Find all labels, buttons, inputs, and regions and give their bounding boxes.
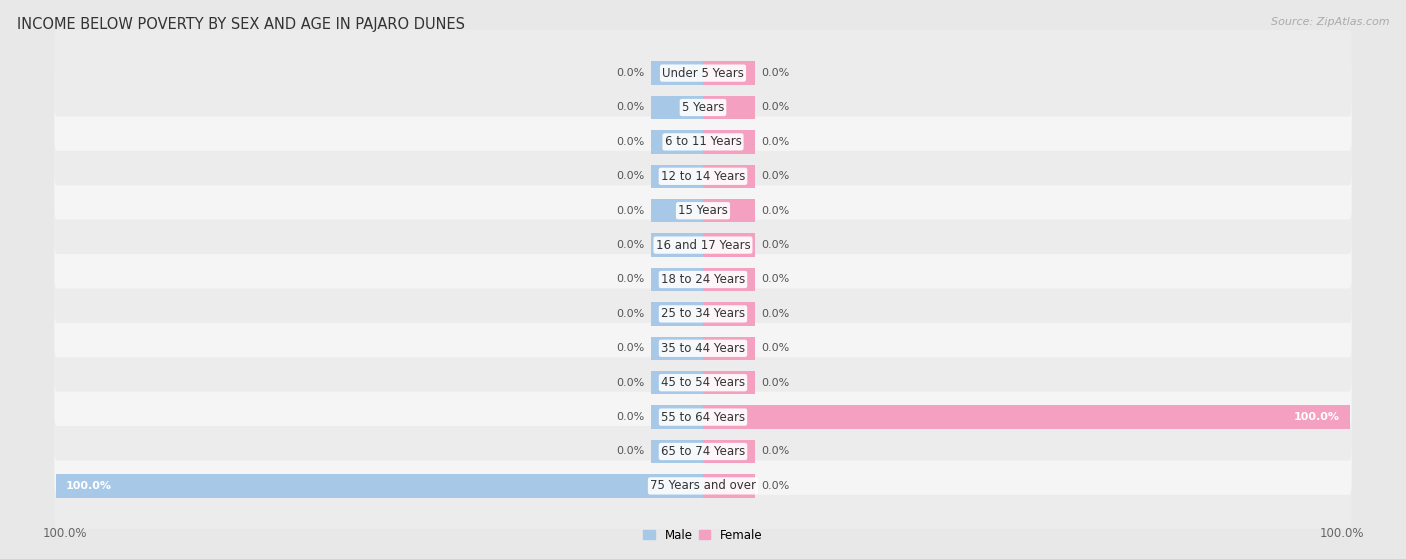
Bar — [651, 268, 703, 291]
Bar — [651, 199, 703, 222]
Bar — [703, 268, 755, 291]
Bar — [651, 61, 703, 85]
Text: 0.0%: 0.0% — [761, 378, 789, 388]
Text: 100.0%: 100.0% — [42, 527, 87, 541]
Text: 0.0%: 0.0% — [761, 102, 789, 112]
Text: 0.0%: 0.0% — [617, 309, 645, 319]
Text: 0.0%: 0.0% — [761, 343, 789, 353]
Bar — [703, 199, 755, 222]
Text: 0.0%: 0.0% — [617, 343, 645, 353]
Text: 6 to 11 Years: 6 to 11 Years — [665, 135, 741, 148]
FancyBboxPatch shape — [55, 30, 1351, 116]
Text: 0.0%: 0.0% — [761, 171, 789, 181]
FancyBboxPatch shape — [55, 374, 1351, 461]
Bar — [703, 130, 755, 154]
Text: 0.0%: 0.0% — [761, 206, 789, 216]
Text: 0.0%: 0.0% — [761, 137, 789, 147]
Bar — [651, 234, 703, 257]
Text: 100.0%: 100.0% — [1294, 412, 1340, 422]
Text: 0.0%: 0.0% — [617, 412, 645, 422]
Text: 45 to 54 Years: 45 to 54 Years — [661, 376, 745, 389]
Bar — [651, 130, 703, 154]
Text: 16 and 17 Years: 16 and 17 Years — [655, 239, 751, 252]
Text: Source: ZipAtlas.com: Source: ZipAtlas.com — [1271, 17, 1389, 27]
Text: 0.0%: 0.0% — [617, 447, 645, 457]
FancyBboxPatch shape — [55, 64, 1351, 151]
FancyBboxPatch shape — [55, 202, 1351, 288]
Legend: Male, Female: Male, Female — [644, 529, 762, 542]
FancyBboxPatch shape — [55, 133, 1351, 220]
Text: 0.0%: 0.0% — [617, 378, 645, 388]
Text: 0.0%: 0.0% — [617, 137, 645, 147]
FancyBboxPatch shape — [55, 167, 1351, 254]
Text: 0.0%: 0.0% — [761, 447, 789, 457]
Text: INCOME BELOW POVERTY BY SEX AND AGE IN PAJARO DUNES: INCOME BELOW POVERTY BY SEX AND AGE IN P… — [17, 17, 465, 32]
Bar — [703, 405, 1350, 429]
Bar — [651, 302, 703, 325]
FancyBboxPatch shape — [55, 408, 1351, 495]
Text: 25 to 34 Years: 25 to 34 Years — [661, 307, 745, 320]
Bar — [56, 474, 703, 498]
Bar — [651, 164, 703, 188]
Text: 0.0%: 0.0% — [617, 68, 645, 78]
Text: 0.0%: 0.0% — [617, 206, 645, 216]
Text: 18 to 24 Years: 18 to 24 Years — [661, 273, 745, 286]
FancyBboxPatch shape — [55, 98, 1351, 185]
Text: 15 Years: 15 Years — [678, 204, 728, 217]
FancyBboxPatch shape — [55, 236, 1351, 323]
Bar — [703, 234, 755, 257]
Bar — [703, 440, 755, 463]
Bar — [651, 440, 703, 463]
Bar — [651, 405, 703, 429]
Text: 0.0%: 0.0% — [761, 309, 789, 319]
FancyBboxPatch shape — [55, 305, 1351, 392]
Text: 0.0%: 0.0% — [761, 68, 789, 78]
Bar — [703, 302, 755, 325]
Text: 5 Years: 5 Years — [682, 101, 724, 114]
Bar — [703, 164, 755, 188]
FancyBboxPatch shape — [55, 339, 1351, 426]
Text: 55 to 64 Years: 55 to 64 Years — [661, 411, 745, 424]
Text: 12 to 14 Years: 12 to 14 Years — [661, 170, 745, 183]
Text: 0.0%: 0.0% — [761, 240, 789, 250]
Text: 35 to 44 Years: 35 to 44 Years — [661, 342, 745, 355]
Text: 0.0%: 0.0% — [617, 240, 645, 250]
Bar — [703, 61, 755, 85]
Text: 0.0%: 0.0% — [617, 102, 645, 112]
Text: 0.0%: 0.0% — [617, 274, 645, 285]
Bar — [703, 96, 755, 119]
Bar — [651, 337, 703, 360]
Text: 75 Years and over: 75 Years and over — [650, 480, 756, 492]
FancyBboxPatch shape — [55, 443, 1351, 529]
Text: 0.0%: 0.0% — [761, 481, 789, 491]
Text: 0.0%: 0.0% — [617, 171, 645, 181]
Bar — [703, 474, 755, 498]
Bar — [703, 337, 755, 360]
Bar — [703, 371, 755, 395]
Bar — [651, 96, 703, 119]
Text: 0.0%: 0.0% — [761, 274, 789, 285]
Bar — [651, 371, 703, 395]
Text: 65 to 74 Years: 65 to 74 Years — [661, 445, 745, 458]
Text: Under 5 Years: Under 5 Years — [662, 67, 744, 79]
Text: 100.0%: 100.0% — [66, 481, 112, 491]
Text: 100.0%: 100.0% — [1319, 527, 1364, 541]
FancyBboxPatch shape — [55, 271, 1351, 357]
